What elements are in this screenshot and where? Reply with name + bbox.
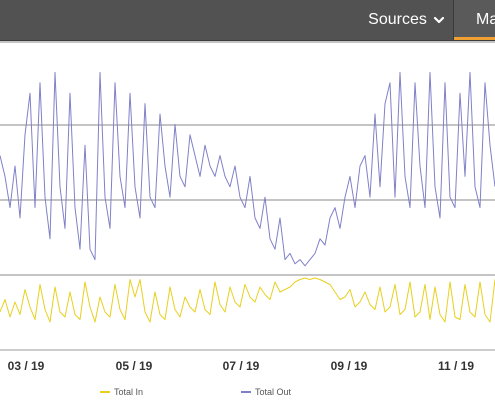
- legend-label: Total Out: [255, 387, 292, 397]
- chevron-down-icon: [433, 14, 445, 26]
- toolbar-divider: [453, 0, 454, 40]
- series-line-total-in: [0, 277, 495, 323]
- tab-ma[interactable]: Ma: [454, 0, 495, 40]
- chart-series-layer: [0, 71, 495, 323]
- x-tick-label: 03 / 19: [8, 359, 45, 373]
- series-line-total-out: [0, 71, 495, 267]
- x-tick-label: 07 / 19: [223, 359, 260, 373]
- sources-dropdown-button[interactable]: Sources: [360, 0, 453, 40]
- x-axis: 03 / 19 05 / 19 07 / 19 09 / 19 11 / 19: [8, 359, 475, 373]
- x-tick-label: 05 / 19: [116, 359, 153, 373]
- top-toolbar: Sources Ma: [0, 0, 495, 41]
- sources-label: Sources: [368, 11, 427, 28]
- x-tick-label: 09 / 19: [331, 359, 368, 373]
- chart-legend: Total In Total Out: [100, 387, 292, 397]
- legend-label: Total In: [114, 387, 143, 397]
- active-tab-indicator: [454, 37, 495, 40]
- x-tick-label: 11 / 19: [438, 359, 474, 373]
